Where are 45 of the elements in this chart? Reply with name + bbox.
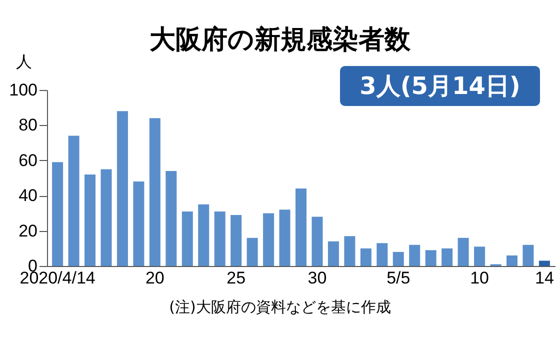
bar [279, 210, 290, 266]
text: (注)大阪府の資料などを基に作成 [168, 298, 392, 317]
y-tick-label: 60 [18, 150, 38, 170]
bar [425, 250, 436, 266]
bar [538, 260, 550, 266]
y-tick-label: 40 [18, 186, 38, 206]
bar [458, 238, 469, 266]
y-tick-label: 80 [18, 116, 38, 135]
bar [133, 182, 144, 266]
bar [166, 170, 177, 266]
x-tick-label: 25 [226, 268, 246, 288]
bar [328, 241, 339, 266]
annotation: 3人(5月14日) [340, 66, 540, 106]
bar [442, 248, 453, 266]
x-tick-label: 14 [534, 268, 554, 288]
y-tick-label: 20 [18, 221, 38, 240]
bar [52, 162, 64, 266]
bar [100, 169, 112, 266]
bar [263, 213, 274, 266]
bar [344, 236, 356, 266]
x-tick-label: 30 [308, 268, 327, 288]
bar [522, 244, 534, 266]
x-tick-label: 20 [145, 268, 164, 288]
bar [116, 111, 128, 266]
bar [214, 211, 226, 266]
bar [84, 174, 96, 266]
y-tick-label: 100 [9, 80, 38, 100]
bar [68, 136, 80, 266]
x-tick-label: 5/5 [386, 268, 410, 288]
chart-title: 大阪府の新規感染者数 [150, 25, 410, 55]
bar [296, 188, 306, 266]
bar [360, 248, 372, 266]
bar [198, 204, 210, 266]
bar [409, 244, 420, 266]
bar [474, 246, 486, 266]
bar [392, 252, 404, 266]
bar [312, 216, 323, 266]
bar [230, 214, 242, 266]
bar [506, 255, 518, 266]
bar [149, 118, 160, 266]
x-tick-label: 10 [470, 268, 489, 288]
y-axis-title: 人 [16, 52, 32, 73]
bar [246, 238, 258, 266]
bar [376, 243, 388, 266]
bar [182, 211, 193, 266]
